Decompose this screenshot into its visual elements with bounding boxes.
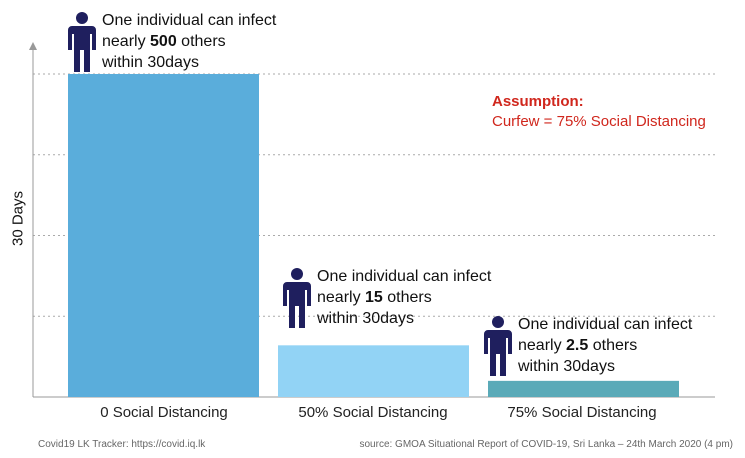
- annotation-line-2: nearly 15 others: [317, 289, 432, 306]
- bar: [68, 74, 259, 397]
- assumption-text: Curfew = 75% Social Distancing: [492, 113, 706, 130]
- person-icon: [283, 268, 311, 328]
- footer-source: source: GMOA Situational Report of COVID…: [359, 439, 733, 450]
- assumption-note: Assumption: Curfew = 75% Social Distanci…: [492, 92, 706, 132]
- annotation-number: 2.5: [566, 337, 589, 354]
- annotation-number: 15: [365, 289, 383, 306]
- footer-tracker: Covid19 LK Tracker: https://covid.iq.lk: [38, 439, 206, 450]
- annotation-line-2: nearly 500 others: [102, 33, 226, 50]
- annotation-line-3: within 30days: [317, 310, 414, 327]
- annotation-line-3: within 30days: [518, 358, 615, 375]
- person-icon: [68, 12, 96, 72]
- annotation-number: 500: [150, 33, 177, 50]
- annotation-line-2: nearly 2.5 others: [518, 337, 638, 354]
- person-icon: [484, 316, 512, 376]
- bar: [278, 345, 469, 397]
- annotation-line-1: One individual can infect: [317, 268, 492, 285]
- bars: [68, 74, 679, 397]
- x-tick-label: 0 Social Distancing: [100, 404, 228, 421]
- annotation-1: One individual can infect nearly 15 othe…: [283, 266, 491, 330]
- bar: [488, 380, 679, 397]
- annotation-line-3: within 30days: [102, 54, 199, 71]
- y-axis-label: 30 Days: [9, 190, 27, 247]
- annotation-line-1: One individual can infect: [102, 12, 277, 29]
- x-tick-label: 75% Social Distancing: [507, 404, 657, 421]
- y-axis-arrow: [29, 42, 37, 50]
- grid-lines: [33, 73, 715, 317]
- annotation-0: One individual can infect nearly 500 oth…: [68, 10, 276, 74]
- assumption-title: Assumption:: [492, 93, 584, 110]
- annotation-line-1: One individual can infect: [518, 316, 693, 333]
- x-tick-label: 50% Social Distancing: [298, 404, 448, 421]
- annotation-2: One individual can infect nearly 2.5 oth…: [484, 314, 692, 378]
